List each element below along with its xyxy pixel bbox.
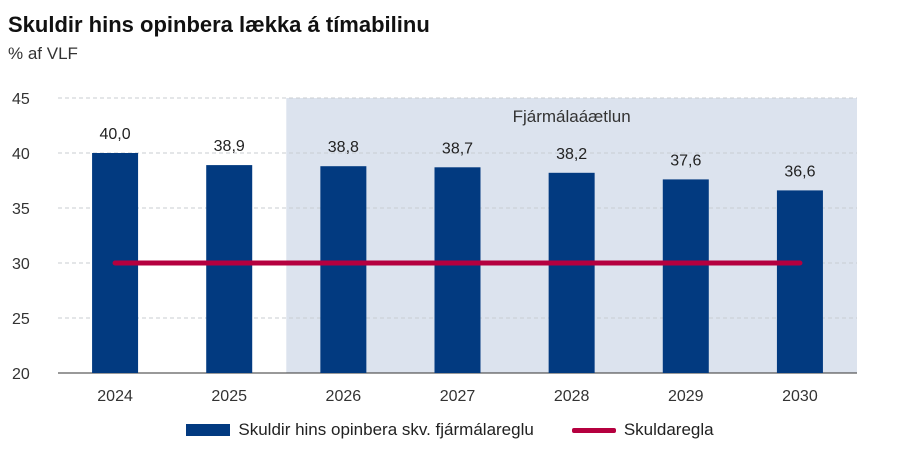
x-tick-2025: 2025 bbox=[211, 388, 247, 405]
legend-label-debt-rule: Skuldaregla bbox=[623, 420, 714, 439]
chart-subtitle: % af VLF bbox=[8, 44, 78, 63]
y-tick-35: 35 bbox=[12, 201, 30, 218]
data-label-2027: 38,7 bbox=[442, 140, 473, 157]
legend-item-debt: Skuldir hins opinbera skv. fjármálareglu bbox=[186, 420, 534, 440]
data-label-2030: 36,6 bbox=[784, 163, 815, 180]
legend: Skuldir hins opinbera skv. fjármálareglu… bbox=[0, 420, 900, 440]
y-tick-20: 20 bbox=[12, 366, 30, 383]
data-label-2026: 38,8 bbox=[328, 139, 359, 156]
x-tick-2030: 2030 bbox=[782, 388, 818, 405]
x-tick-2028: 2028 bbox=[554, 388, 590, 405]
legend-item-debt-rule: Skuldaregla bbox=[571, 420, 714, 440]
legend-swatch-debt-rule bbox=[571, 427, 616, 433]
data-label-2025: 38,9 bbox=[214, 138, 245, 155]
x-tick-2029: 2029 bbox=[668, 388, 704, 405]
bar-2030 bbox=[776, 190, 823, 373]
data-label-2028: 38,2 bbox=[556, 146, 587, 163]
data-label-2024: 40,0 bbox=[100, 126, 131, 143]
legend-label-debt: Skuldir hins opinbera skv. fjármálareglu bbox=[238, 420, 534, 439]
x-tick-2024: 2024 bbox=[97, 388, 133, 405]
x-tick-2027: 2027 bbox=[440, 388, 476, 405]
y-tick-25: 25 bbox=[12, 311, 30, 328]
bar-2026 bbox=[320, 166, 367, 373]
legend-swatch-debt bbox=[186, 424, 231, 436]
x-tick-2026: 2026 bbox=[326, 388, 362, 405]
chart-title: Skuldir hins opinbera lækka á tímabilinu bbox=[8, 12, 430, 37]
y-tick-45: 45 bbox=[12, 91, 30, 108]
bar-2029 bbox=[662, 179, 709, 373]
bar-2027 bbox=[434, 167, 481, 373]
y-tick-30: 30 bbox=[12, 256, 30, 273]
forecast-region-label: Fjármálaáætlun bbox=[513, 107, 631, 126]
bar-2025 bbox=[206, 165, 253, 373]
y-tick-40: 40 bbox=[12, 146, 30, 163]
bar-2028 bbox=[548, 172, 595, 373]
data-label-2029: 37,6 bbox=[670, 152, 701, 169]
